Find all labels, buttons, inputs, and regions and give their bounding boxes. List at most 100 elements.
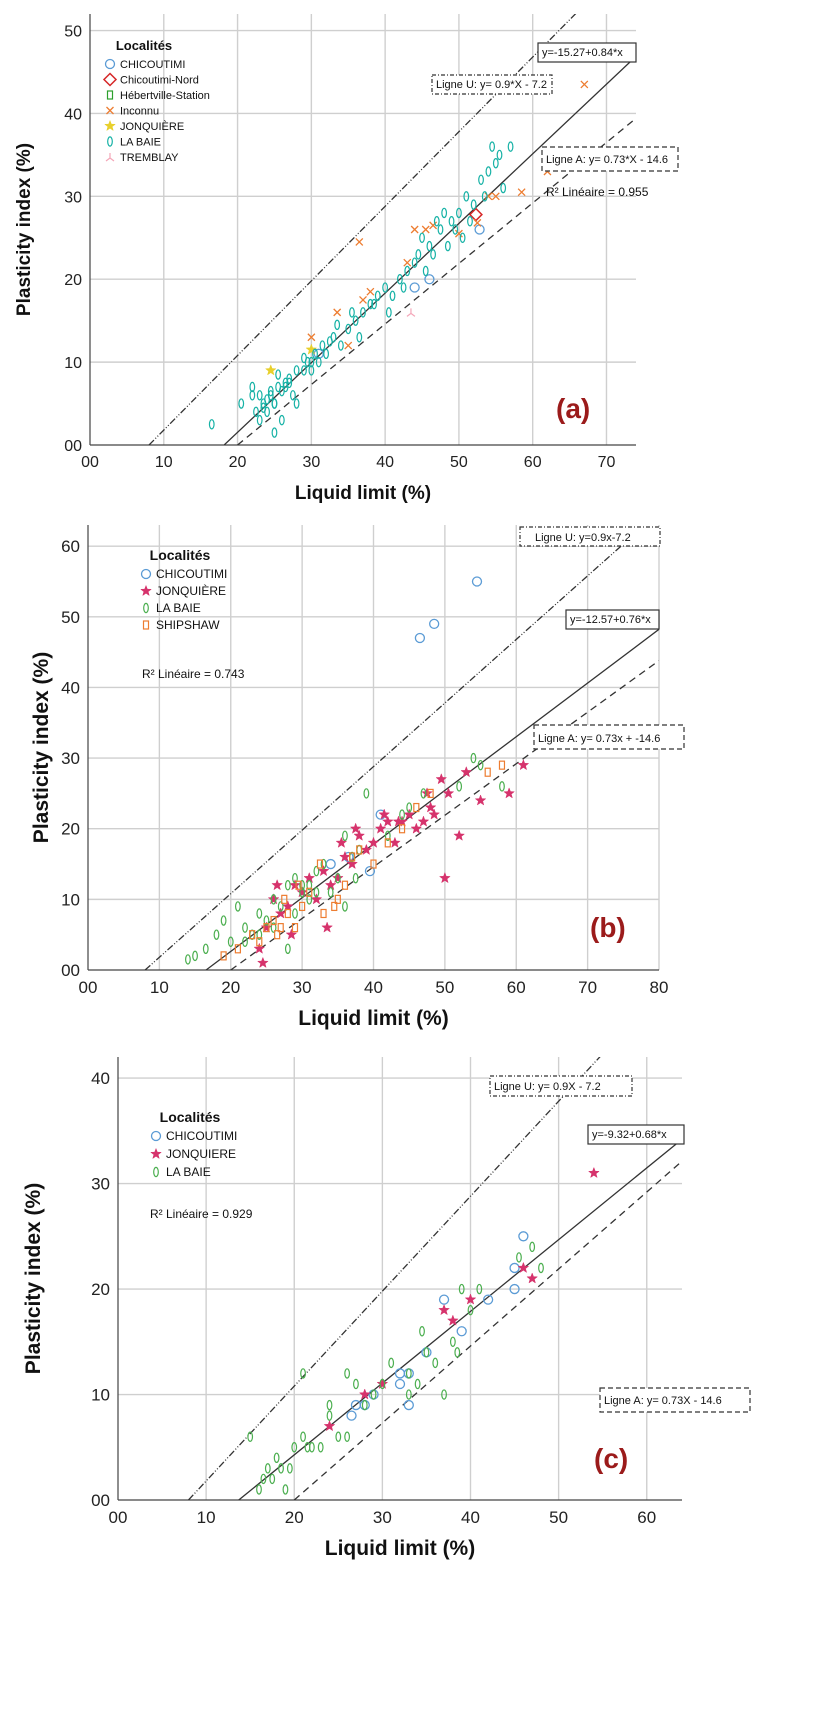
data-point-la-baie [308,356,315,368]
line-label: Ligne U: y= 0.9X - 7.2 [494,1081,601,1093]
data-point-la-baie [301,352,307,364]
data-point-la-baie [382,282,389,293]
data-point-la-baie [267,390,274,401]
data-point-la-baie [507,141,514,152]
data-point-la-baie [432,1357,439,1369]
data-point-la-baie [242,936,248,947]
data-point-inconnu [333,308,342,317]
data-point-la-baie [326,1399,333,1411]
data-point-shipshaw [370,859,377,869]
data-point-chicoutimi [429,618,440,630]
y-tick-label: 50 [61,608,80,627]
y-tick-label: 50 [64,24,82,41]
x-tick-label: 20 [221,978,240,997]
data-point-la-baie [399,809,405,820]
data-point-la-baie [334,319,341,331]
x-axis-label: Liquid limit (%) [298,1007,448,1030]
plot-area [148,14,636,445]
legend-marker [143,602,149,614]
data-point-la-baie [249,390,256,401]
data-point-tremblay [406,308,416,317]
data-point-shipshaw [398,824,406,834]
data-point-la-baie [308,1442,315,1453]
data-point-jonquiere [358,1388,371,1400]
data-point-la-baie [263,915,270,926]
data-point-la-baie [270,922,277,933]
y-axis-label: Plasticity index (%) [30,652,53,843]
data-point-jonqui-re [442,787,455,799]
data-point-chicoutimi [471,576,483,587]
x-tick-label: 10 [150,978,169,997]
data-point-jonqui-re [417,815,430,827]
line-label: Ligne A: y= 0.73X - 14.6 [604,1395,722,1407]
data-point-la-baie [478,174,484,185]
data-point-la-baie [467,216,473,227]
data-point-la-baie [292,872,298,884]
data-point-jonqui-re [335,836,348,848]
data-point-shipshaw [384,838,391,848]
data-point-la-baie [273,1452,280,1464]
data-point-la-baie [363,788,370,799]
x-tick-label: 30 [373,1508,392,1527]
data-point-la-baie [313,865,320,877]
data-point-chicoutimi [509,1262,520,1274]
legend-marker [153,1166,159,1178]
data-point-la-baie [404,265,411,277]
data-point-shipshaw [256,937,263,947]
data-point-jonqui-re [331,871,344,884]
data-point-la-baie [477,759,484,771]
data-point-la-baie [323,348,330,360]
data-point-la-baie [267,385,274,397]
data-point-jonquiere [446,1314,459,1326]
data-point-shipshaw [331,901,338,912]
data-point-shipshaw [249,930,256,940]
data-point-la-baie [253,406,259,418]
data-point-shipshaw [263,923,270,933]
data-point-la-baie [300,1431,306,1442]
legend-entry: Hébertville-Station [120,90,210,102]
legend-entry: Inconnu [120,106,159,118]
data-point-chicoutimi [359,1399,370,1411]
data-point-chicoutimi [438,1294,450,1305]
data-point-jonqui-re [310,893,323,905]
data-point-jonqui-re [374,822,387,834]
data-point-inconnu [410,225,419,234]
x-tick-label: 60 [507,978,526,997]
data-point-jonqui-re [503,787,516,799]
data-point-chicoutimi [394,1378,406,1390]
data-point-la-baie [260,402,267,413]
legend-marker [140,568,152,580]
data-point-la-baie [345,323,352,335]
data-point-la-baie [476,1283,483,1295]
data-point-jonquiere [323,1419,336,1432]
data-point-inconnu [344,341,353,350]
data-point-chicoutimi [350,1399,362,1411]
data-point-chicoutimi [409,282,420,293]
data-point-la-baie [192,950,198,962]
data-point-inconnu [307,333,316,342]
data-point-la-baie [249,381,256,393]
legend-marker [142,620,150,630]
y-tick-label: 20 [91,1280,110,1299]
data-point-la-baie [353,1378,359,1390]
data-point-la-baie [290,390,296,401]
data-point-jonqui-re [360,843,373,855]
data-point-shipshaw [277,923,284,933]
data-point-chicoutimi [346,1410,357,1421]
data-point-inconnu [580,80,589,89]
data-point-jonqui-re [289,879,301,891]
data-point-shipshaw [274,930,281,940]
data-point-jonqui-re [460,766,473,778]
data-point-la-baie [367,298,374,310]
data-point-la-baie [293,398,300,409]
data-point-jonqui-re [253,942,266,954]
data-point-la-baie [492,157,499,169]
u-line [144,543,624,970]
x-tick-label: 10 [155,454,173,471]
data-point-jonqui-re [264,364,277,376]
x-tick-label: 50 [435,978,454,997]
legend-entry: LA BAIE [166,1165,211,1179]
data-point-jonqui-re [474,794,487,806]
data-point-la-baie [463,191,470,202]
data-point-jonquiere [587,1166,600,1179]
